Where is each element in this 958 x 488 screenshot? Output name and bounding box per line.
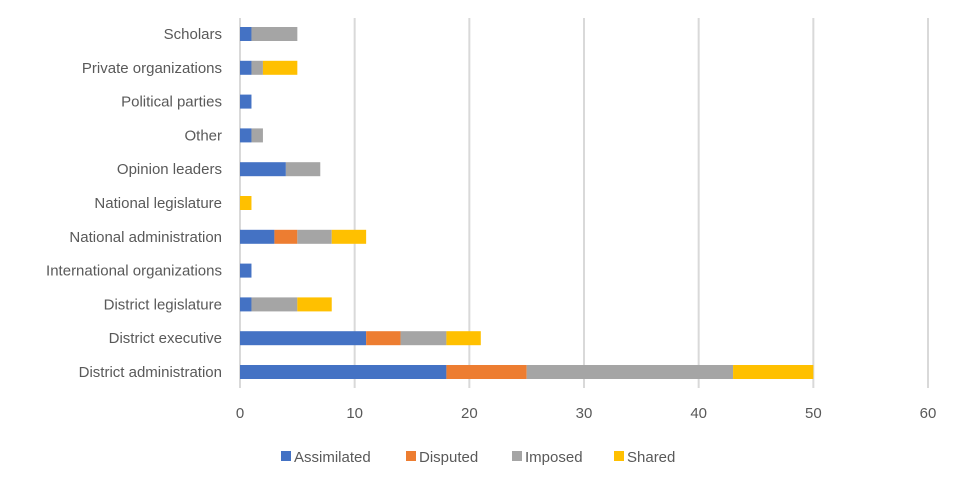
bar-segment-shared [262,60,298,75]
x-tick-label: 20 [461,405,478,422]
bar-segment-assimilated [240,60,252,75]
bar-segment-imposed [526,365,734,379]
legend-swatch-disputed [406,451,416,461]
y-category-label: District executive [109,330,222,347]
x-tick-label: 50 [805,405,822,422]
y-category-label: Private organizations [82,60,222,77]
bar-segment-assimilated [240,263,252,278]
bar-segment-disputed [366,331,401,346]
bar-segment-imposed [251,297,298,312]
legend-swatch-shared [614,451,624,461]
x-tick-label: 0 [236,405,244,422]
y-category-label: National administration [69,229,222,246]
bar-segment-imposed [251,128,263,143]
bar-segment-assimilated [240,331,367,346]
legend-swatch-imposed [512,451,522,461]
bar-segment-shared [733,365,814,379]
y-category-label: District administration [79,364,222,381]
x-tick-label: 40 [690,405,707,422]
bar-segment-assimilated [240,128,252,143]
legend-swatch-assimilated [281,451,291,461]
y-category-label: International organizations [46,263,222,280]
x-tick-label: 60 [920,405,937,422]
bar-segment-shared [297,297,332,312]
y-category-label: Opinion leaders [117,161,222,178]
y-category-label: District legislature [104,296,222,313]
legend-label: Disputed [419,449,478,466]
bar-segment-imposed [285,162,321,177]
bar-segment-shared [446,331,481,346]
y-category-label: Political parties [121,94,222,111]
bar-segment-shared [240,196,252,210]
x-tick-label: 30 [576,405,593,422]
y-category-label: Scholars [164,26,222,43]
bar-segment-assimilated [240,94,252,109]
y-category-label: Other [184,127,222,144]
bar-segment-disputed [274,229,298,244]
bar-segment-assimilated [240,27,252,41]
legend-label: Imposed [525,449,583,466]
bar-segment-imposed [400,331,447,346]
bar-segment-assimilated [240,365,447,379]
bar-segment-assimilated [240,229,275,244]
y-category-label: National legislature [94,195,222,212]
bar-segment-assimilated [240,162,286,177]
bar-segment-imposed [251,60,263,75]
bar-segment-disputed [446,365,527,379]
legend-label: Assimilated [294,449,371,466]
legend-label: Shared [627,449,675,466]
bar-segment-imposed [297,229,332,244]
bar-segment-shared [331,229,367,244]
x-tick-label: 10 [346,405,363,422]
bar-segment-assimilated [240,297,252,312]
bar-segment-imposed [251,27,298,41]
